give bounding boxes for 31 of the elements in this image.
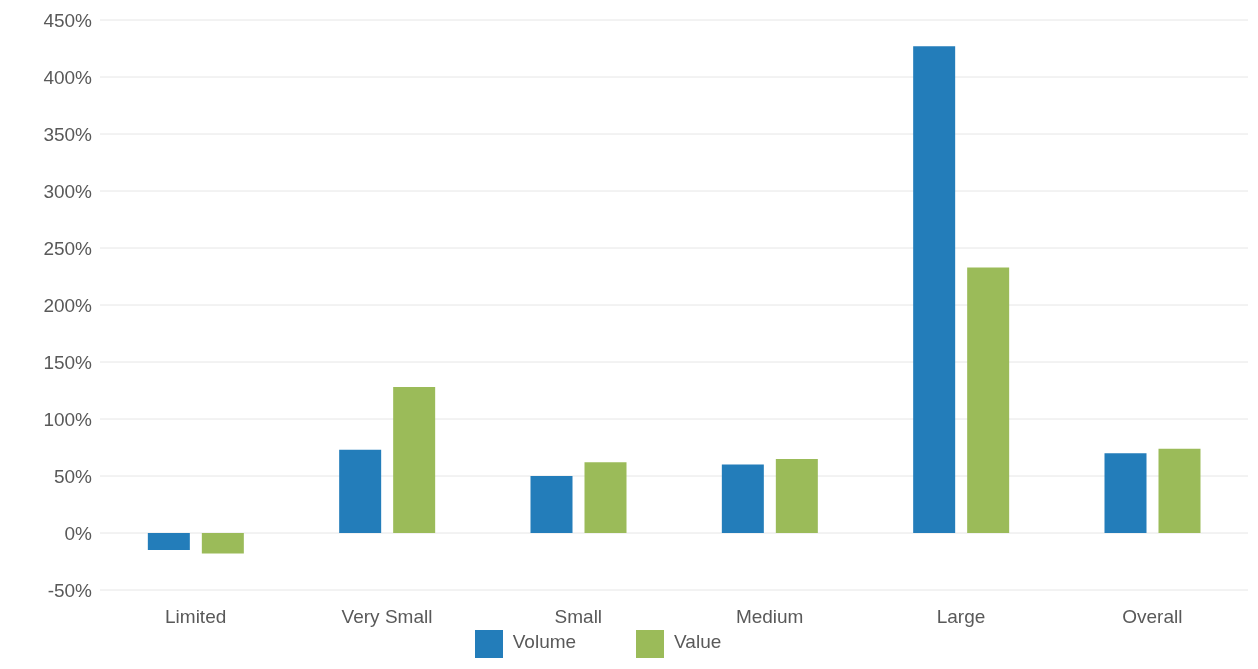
bar [584, 462, 627, 533]
y-tick-label: 150% [43, 351, 93, 373]
x-tick-label: Overall [1122, 606, 1183, 628]
x-tick-label: Medium [735, 606, 804, 628]
bar [775, 458, 818, 533]
x-tick-label: Limited [165, 606, 227, 628]
bar [721, 464, 764, 533]
bar [1158, 448, 1201, 533]
y-tick-label: 0% [64, 522, 93, 544]
x-tick-label: Very Small [341, 606, 433, 628]
legend-label: Value [674, 631, 722, 653]
y-tick-label: 100% [43, 408, 93, 430]
bar [913, 46, 956, 533]
bar [393, 387, 436, 533]
bar [339, 449, 382, 533]
x-tick-label: Large [936, 606, 986, 628]
y-tick-label: 50% [53, 465, 93, 487]
y-tick-label: 400% [43, 66, 93, 88]
bar [967, 267, 1010, 533]
bar [201, 533, 244, 554]
y-tick-label: 350% [43, 123, 93, 145]
bar [530, 476, 573, 533]
y-tick-label: -50% [47, 579, 93, 601]
y-tick-label: 300% [43, 180, 93, 202]
y-tick-label: 250% [43, 237, 93, 259]
y-tick-label: 200% [43, 294, 93, 316]
bar [147, 533, 190, 551]
bar [1104, 453, 1147, 533]
y-tick-label: 450% [43, 9, 93, 31]
x-tick-label: Small [554, 606, 603, 628]
legend-label: Volume [512, 631, 577, 653]
